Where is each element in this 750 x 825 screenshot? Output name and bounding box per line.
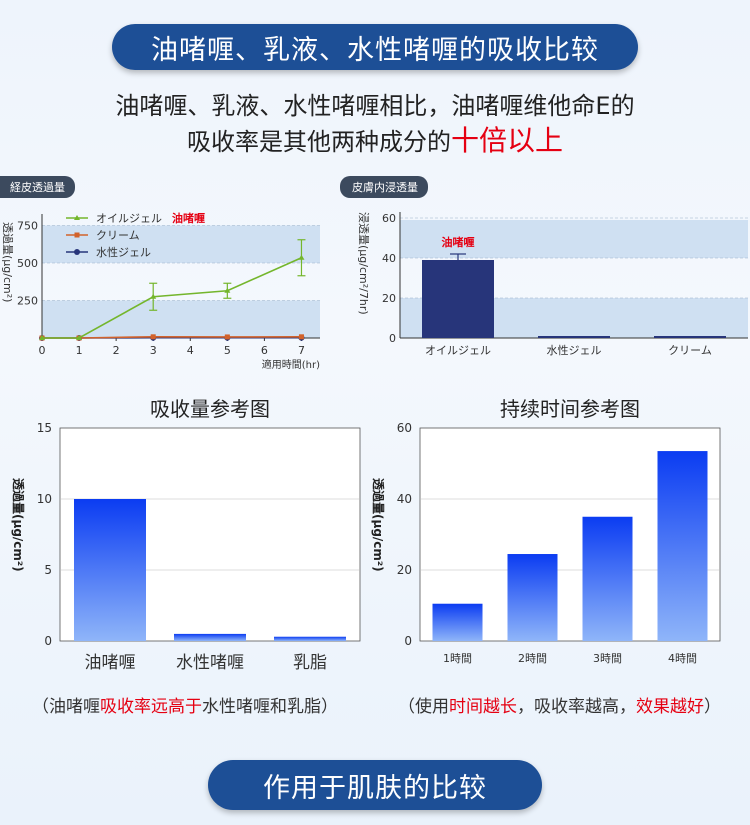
chart1-tag: 経皮透過量 xyxy=(0,176,75,198)
bar xyxy=(538,336,610,338)
y-axis-label: 透過量(μg/cm²) xyxy=(11,478,26,572)
legend-marker xyxy=(74,215,80,220)
bar xyxy=(582,516,633,641)
category-label: 乳脂 xyxy=(293,653,327,673)
duration-caption: （使用时间越长，吸收率越高，效果越好） xyxy=(398,692,721,717)
category-label: 水性ジェル xyxy=(547,343,602,357)
band-shade xyxy=(400,220,748,258)
y-tick-label: 40 xyxy=(382,252,396,265)
duration-caption-a: （使用 xyxy=(398,697,449,717)
x-tick-label: 5 xyxy=(224,344,231,357)
y-tick-label: 60 xyxy=(382,212,396,225)
x-tick-label: 1 xyxy=(76,344,83,357)
legend-marker xyxy=(74,249,80,255)
x-axis-label: 適用時間(hr) xyxy=(262,358,320,371)
y-tick-label: 5 xyxy=(44,563,52,577)
y-tick-label: 0 xyxy=(404,634,412,648)
band-shade xyxy=(42,225,320,263)
category-label: オイルジェル xyxy=(425,344,491,357)
bar-annotation: 油啫喱 xyxy=(442,235,475,249)
bar xyxy=(274,636,346,641)
legend-label: 水性ジェル xyxy=(96,245,151,259)
absorption-caption: （油啫喱吸收率远高于水性啫喱和乳脂） xyxy=(32,692,338,717)
category-label: 2時間 xyxy=(518,652,547,665)
x-tick-label: 3 xyxy=(150,344,157,357)
intro-line-2: 吸收率是其他两种成分的十倍以上 xyxy=(0,119,750,159)
data-point xyxy=(298,254,305,260)
absorption-caption-highlight: 吸收率远高于 xyxy=(100,697,202,717)
x-tick-label: 2 xyxy=(113,344,120,357)
category-label: クリーム xyxy=(668,344,712,357)
footer-banner: 作用于肌肤的比较 xyxy=(208,760,542,810)
x-tick-label: 4 xyxy=(187,344,194,357)
footer-banner-text: 作用于肌肤的比较 xyxy=(263,772,487,804)
data-point xyxy=(298,334,304,340)
absorption-caption-c: 水性啫喱和乳脂） xyxy=(202,697,338,717)
intro-highlight: 十倍以上 xyxy=(450,124,563,157)
y-tick-label: 20 xyxy=(382,292,396,305)
duration-caption-e: ） xyxy=(704,697,721,717)
absorption-bar-chart: 0 5 10 15 透過量(μg/cm²) 油啫喱 水性啫喱 乳脂 xyxy=(11,421,361,673)
y-tick-label: 250 xyxy=(17,295,38,308)
y-tick-label: 20 xyxy=(397,563,412,577)
legend-note: 油啫喱 xyxy=(172,211,205,225)
data-point xyxy=(150,293,157,299)
title-banner-text: 油啫喱、乳液、水性啫喱的吸收比较 xyxy=(151,34,599,66)
duration-caption-highlight-2: 效果越好 xyxy=(636,697,704,717)
y-tick-label: 60 xyxy=(397,421,412,435)
data-point xyxy=(76,335,83,340)
x-tick-label: 0 xyxy=(39,344,46,357)
x-tick-label: 7 xyxy=(298,344,305,357)
chart2-tag: 皮膚内浸透量 xyxy=(340,176,428,198)
bar xyxy=(174,633,246,641)
bar xyxy=(657,451,708,641)
category-label: 3時間 xyxy=(593,652,622,665)
legend-marker xyxy=(74,232,80,238)
y-tick-label: 0 xyxy=(44,634,52,648)
category-label: 油啫喱 xyxy=(85,653,136,673)
y-tick-label: 750 xyxy=(17,220,38,233)
y-axis-label: 浸透量(μg/cm²/7hr) xyxy=(357,212,370,315)
title-banner: 油啫喱、乳液、水性啫喱的吸收比较 xyxy=(112,24,638,70)
absorption-caption-a: （油啫喱 xyxy=(32,697,100,717)
data-point xyxy=(39,335,45,340)
duration-bar-chart: 0 20 40 60 透過量(μg/cm²) 1時間 2時間 3時間 4時間 xyxy=(371,421,721,665)
data-point xyxy=(150,334,156,340)
data-point xyxy=(224,334,230,340)
x-tick-label: 6 xyxy=(261,344,268,357)
bar xyxy=(507,554,558,641)
absorption-chart-title: 吸收量参考图 xyxy=(150,397,270,421)
data-point xyxy=(224,287,231,293)
duration-caption-highlight-1: 时间越长 xyxy=(449,697,517,717)
y-tick-label: 40 xyxy=(397,492,412,506)
category-label: 4時間 xyxy=(668,652,697,665)
category-label: 1時間 xyxy=(443,652,472,665)
duration-caption-c: ，吸收率越高， xyxy=(517,697,636,717)
y-tick-label: 10 xyxy=(37,492,52,506)
y-axis-label: 透過量(μg/cm²) xyxy=(371,478,386,572)
bar xyxy=(74,499,146,641)
y-axis-label: 透過量(μg/cm²) xyxy=(1,222,14,302)
bar xyxy=(432,603,483,641)
bar xyxy=(654,336,726,338)
legend-label: クリーム xyxy=(96,229,140,242)
band-shade xyxy=(42,300,320,338)
intro-line-1: 油啫喱、乳液、水性啫喱相比，油啫喱维他命E的 xyxy=(115,92,635,120)
y-tick-label: 15 xyxy=(37,421,52,435)
legend-label: オイルジェル xyxy=(96,212,162,225)
y-tick-label: 500 xyxy=(17,257,38,270)
y-tick-label: 0 xyxy=(389,332,396,345)
bar xyxy=(422,260,494,338)
category-label: 水性啫喱 xyxy=(176,653,244,673)
duration-chart-title: 持续时间参考图 xyxy=(500,397,640,421)
intro-line-2-text: 吸收率是其他两种成分的 xyxy=(186,128,451,156)
